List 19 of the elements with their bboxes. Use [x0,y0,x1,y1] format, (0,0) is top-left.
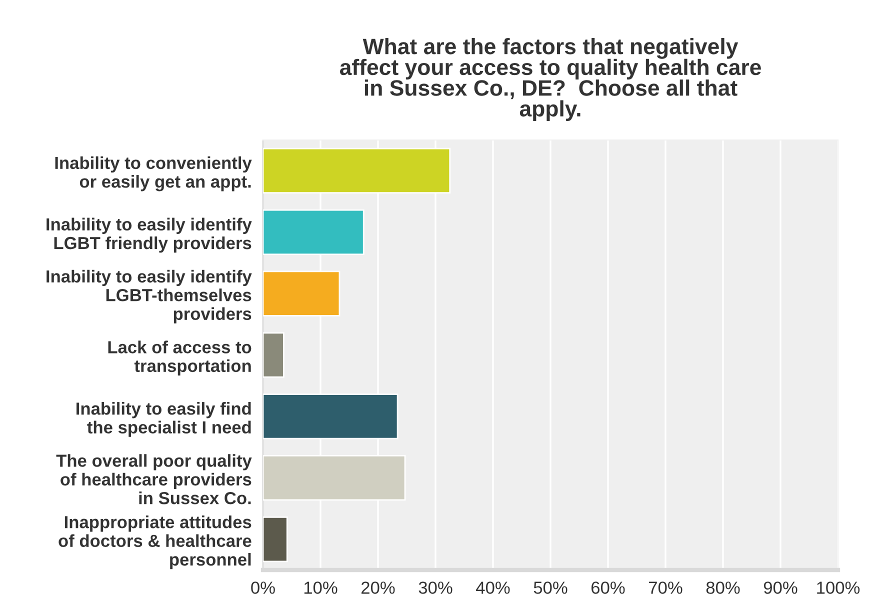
x-tick-label: 80% [706,582,740,594]
x-tick-label: 0% [251,582,275,594]
x-tick-label: 40% [476,582,510,594]
x-tick-label: 90% [764,582,798,594]
y-tick-label: Lack of access to transportation [108,340,252,376]
x-tick-label: 100% [817,582,860,594]
chart-title: What are the factors that negatively affect your access to quality health care in Sussex Co., DE? Choose all that apply. [340,38,761,121]
x-tick-label: 20% [362,582,395,594]
y-tick-label: The overall poor quality of healthcare providers in Sussex Co. [56,454,252,504]
y-tick-label: Inappropriate attitudes of doctors & healthcare personnel [58,516,252,570]
y-tick-label: Inability to easily identify LGBT-themselves providers [46,270,252,324]
x-tick-label: 70% [649,582,682,594]
y-tick-label: Inability to easily identify LGBT friendly providers [46,218,252,253]
y-tick-label: Inability to easily find the specialist I need [76,402,251,437]
x-tick-label: 50% [534,582,568,594]
y-tick-label: Inability to conveniently or easily get an appt. [55,156,252,192]
x-tick-label: 10% [304,582,338,594]
x-tick-label: 60% [592,582,625,594]
x-tick-label: 30% [418,582,452,594]
